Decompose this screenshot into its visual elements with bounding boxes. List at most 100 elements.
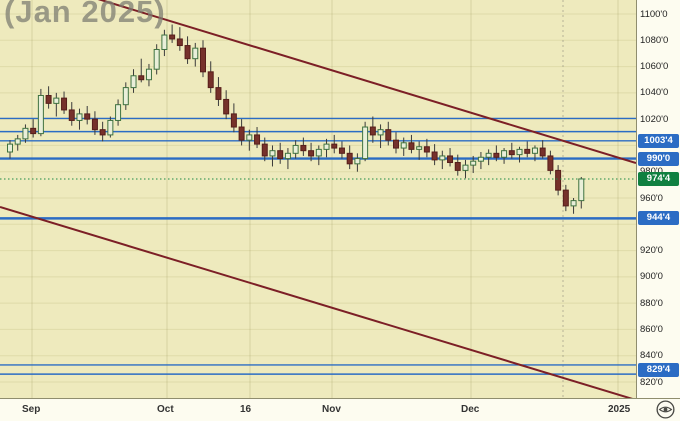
candle xyxy=(53,97,60,104)
candle xyxy=(99,129,106,136)
candle xyxy=(246,134,253,141)
candle xyxy=(230,113,237,128)
candle xyxy=(215,87,222,100)
price-tick-label: 880'0 xyxy=(640,297,663,309)
candle xyxy=(416,146,423,150)
candle xyxy=(377,129,384,136)
price-tick-label: 900'0 xyxy=(640,271,663,283)
candle xyxy=(308,150,315,157)
candle xyxy=(261,143,268,157)
price-line-badge: 990'0 xyxy=(638,151,679,166)
price-tick-label: 1060'0 xyxy=(640,61,669,73)
trendline[interactable] xyxy=(0,206,636,398)
candle xyxy=(238,126,245,141)
candle xyxy=(400,142,407,149)
price-axis[interactable]: 1100'0 1080'0 1060'0 1040'0 1020'0 980'0 960'0… xyxy=(636,0,680,398)
candle xyxy=(68,109,75,121)
time-tick-label: 2025 xyxy=(608,404,631,415)
candle xyxy=(61,97,68,111)
price-tick-label: 820'0 xyxy=(640,376,663,388)
candle xyxy=(431,151,438,161)
candle xyxy=(37,94,44,135)
candle xyxy=(300,144,307,152)
candle xyxy=(207,71,214,89)
candle xyxy=(485,152,492,158)
candle xyxy=(323,143,330,150)
candle xyxy=(501,150,508,158)
last-price-badge: 974'4 xyxy=(638,171,679,186)
time-tick-label: Nov xyxy=(322,404,341,415)
candle xyxy=(338,147,345,154)
price-tick-label: 980'0 xyxy=(640,166,663,177)
candle xyxy=(184,45,191,60)
candlestick-plot[interactable] xyxy=(0,0,636,398)
candle xyxy=(393,139,399,149)
candle xyxy=(176,38,183,47)
candle xyxy=(14,138,21,145)
candle xyxy=(45,94,52,104)
candle xyxy=(385,129,392,141)
candle xyxy=(22,127,29,140)
candle xyxy=(315,148,322,157)
candle xyxy=(161,34,168,50)
candle xyxy=(516,148,523,156)
candle xyxy=(91,118,98,131)
candle xyxy=(277,150,284,160)
plot-background xyxy=(0,0,636,398)
candle xyxy=(447,155,454,164)
candle xyxy=(562,189,569,207)
candle xyxy=(331,143,338,149)
price-tick-label: 860'0 xyxy=(640,323,663,335)
candle xyxy=(200,47,206,73)
candle xyxy=(555,169,562,191)
candle xyxy=(122,87,129,106)
candle xyxy=(362,126,369,160)
time-axis[interactable]: Sep Oct 16 Nov Dec 2025 xyxy=(0,398,680,421)
price-line-badge: 1003'4 xyxy=(638,133,679,148)
candle xyxy=(130,75,137,89)
candle xyxy=(84,113,91,120)
candle xyxy=(7,143,13,153)
time-tick-label: 16 xyxy=(240,404,252,415)
candle xyxy=(524,148,531,154)
candle xyxy=(292,144,299,154)
price-line-badge: 944'4 xyxy=(638,211,679,226)
price-tick-label: 1020'0 xyxy=(640,113,669,125)
candle xyxy=(454,162,461,171)
price-tick-label: 1040'0 xyxy=(640,87,669,99)
candle xyxy=(493,152,500,158)
eye-logo-button[interactable] xyxy=(656,400,675,419)
candle xyxy=(578,178,585,202)
candle xyxy=(223,98,230,115)
candle xyxy=(462,164,469,171)
price-tick-label: 960'0 xyxy=(640,192,663,204)
candle xyxy=(539,147,546,157)
time-tick-label: Sep xyxy=(22,404,41,415)
price-tick-label: 920'0 xyxy=(640,245,663,257)
trendline[interactable] xyxy=(88,0,636,164)
price-line-badge: 829'4 xyxy=(638,362,679,377)
candle xyxy=(284,152,291,160)
candle xyxy=(439,155,446,161)
price-tick-label: 1080'0 xyxy=(640,34,669,46)
candle xyxy=(115,104,122,121)
time-tick-label: Oct xyxy=(157,404,174,415)
candle xyxy=(153,48,160,70)
price-tick-label: 840'0 xyxy=(640,350,663,362)
candle xyxy=(76,113,83,121)
candle xyxy=(570,200,577,207)
candle xyxy=(138,75,145,81)
candle xyxy=(30,127,37,135)
candle xyxy=(470,160,477,166)
candle xyxy=(408,142,415,150)
eye-icon xyxy=(656,400,675,419)
candle xyxy=(269,150,276,157)
candle xyxy=(346,152,353,165)
candle xyxy=(477,156,484,162)
candle xyxy=(254,134,261,145)
candle xyxy=(531,147,538,154)
time-tick-label: Dec xyxy=(461,404,480,415)
price-tick-label: 1100'0 xyxy=(640,8,668,20)
candle xyxy=(169,34,176,40)
